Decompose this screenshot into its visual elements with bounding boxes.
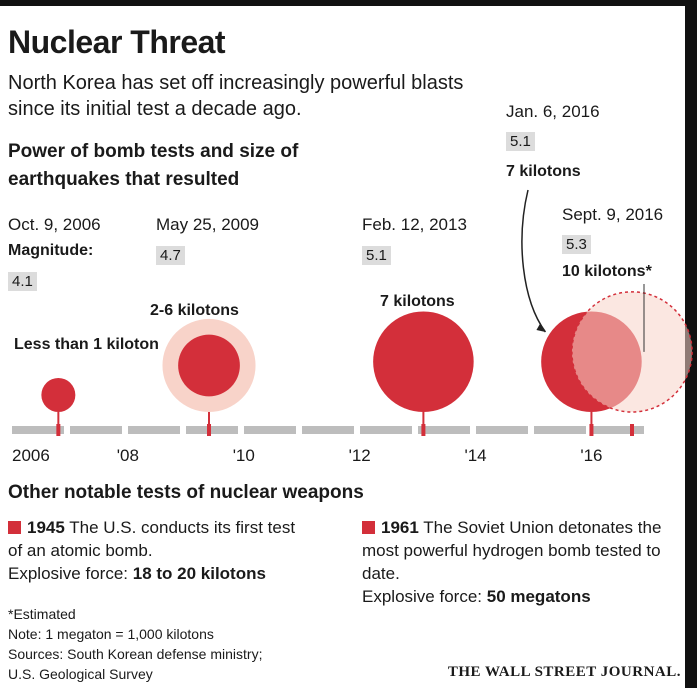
- yield-circle: [41, 378, 76, 412]
- x-tick-label: 2006: [12, 446, 50, 465]
- magnitude-jan2016: 5.1: [506, 132, 535, 151]
- test-1961: 1961 The Soviet Union detonates the most…: [362, 516, 662, 608]
- x-tick-label: '12: [349, 446, 371, 465]
- footnote-sources-2: U.S. Geological Survey: [8, 666, 153, 682]
- x-tick-label: '08: [117, 446, 139, 465]
- event-date-2006: Oct. 9, 2006: [8, 215, 101, 234]
- test-1961-text: The Soviet Union detonates the most powe…: [362, 518, 662, 583]
- x-tick-label: '14: [464, 446, 486, 465]
- red-square-icon: [362, 521, 375, 534]
- event-date-sep2016: Sept. 9, 2016: [562, 205, 664, 224]
- axis-segment: [302, 426, 354, 434]
- footnote-estimated: *Estimated: [8, 606, 76, 622]
- arrow-line: [521, 189, 547, 333]
- yield-2009: 2-6 kilotons: [150, 302, 239, 319]
- magnitude-2013: 5.1: [362, 246, 391, 265]
- axis-segment: [186, 426, 238, 434]
- test-1945-force-value: 18 to 20 kilotons: [132, 564, 266, 583]
- magnitude-2006: 4.1: [8, 272, 37, 291]
- yield-2013: 7 kilotons: [380, 293, 455, 310]
- x-tick-label: '16: [580, 446, 602, 465]
- footnotes: *Estimated Note: 1 megaton = 1,000 kilot…: [8, 604, 262, 684]
- axis-segment: [70, 426, 122, 434]
- yield-sep2016: 10 kilotons*: [562, 263, 652, 280]
- axis-segment: [128, 426, 180, 434]
- magnitude-sep2016: 5.3: [562, 235, 591, 254]
- axis-segment: [534, 426, 586, 434]
- test-1961-year: 1961: [381, 518, 419, 537]
- test-1945-year: 1945: [27, 518, 65, 537]
- other-tests-heading: Other notable tests of nuclear weapons: [8, 482, 364, 503]
- event-date-jan2016: Jan. 6, 2016: [506, 102, 600, 121]
- axis-segment: [418, 426, 470, 434]
- magnitude-2009: 4.7: [156, 246, 185, 265]
- test-1961-force-value: 50 megatons: [486, 587, 591, 606]
- axis-segment: [12, 426, 64, 434]
- top-border: [0, 0, 697, 6]
- magnitude-label: Magnitude:: [8, 242, 94, 259]
- yield-circle-estimated: [571, 291, 693, 413]
- event-date-2009: May 25, 2009: [156, 215, 260, 234]
- test-1945: 1945 The U.S. conducts its first test of…: [8, 516, 308, 585]
- event-tick: [630, 424, 634, 436]
- axis-segment: [360, 426, 412, 434]
- yield-2006: Less than 1 kiloton: [14, 336, 159, 353]
- test-1945-text: The U.S. conducts its first test of an a…: [8, 518, 296, 560]
- yield-circle: [178, 334, 240, 397]
- event-date-2013: Feb. 12, 2013: [362, 215, 467, 234]
- test-1961-force-label: Explosive force:: [362, 587, 482, 606]
- axis-segment: [244, 426, 296, 434]
- footnote-note: Note: 1 megaton = 1,000 kilotons: [8, 626, 214, 642]
- arrow-head-icon: [536, 323, 546, 332]
- test-1945-force-label: Explosive force:: [8, 564, 128, 583]
- yield-jan2016: 7 kilotons: [506, 163, 581, 180]
- chart-heading: Power of bomb tests and size of earthqua…: [8, 141, 299, 190]
- yield-circle: [373, 311, 474, 412]
- publisher-logo: THE WALL STREET JOURNAL.: [447, 664, 681, 680]
- footnote-sources-1: Sources: South Korean defense ministry;: [8, 646, 263, 662]
- page-title: Nuclear Threat: [8, 24, 226, 60]
- axis-segment: [592, 426, 644, 434]
- x-tick-label: '10: [233, 446, 255, 465]
- axis-segment: [476, 426, 528, 434]
- red-square-icon: [8, 521, 21, 534]
- subtitle: North Korea has set off increasingly pow…: [8, 72, 464, 120]
